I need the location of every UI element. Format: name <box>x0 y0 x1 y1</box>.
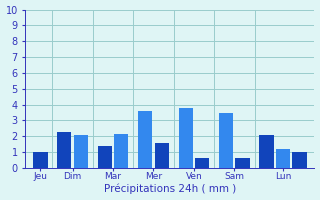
Bar <box>155 143 169 168</box>
Bar <box>219 113 233 168</box>
Bar <box>114 134 128 168</box>
Bar <box>33 152 48 168</box>
Bar <box>276 149 290 168</box>
Bar <box>57 132 71 168</box>
Bar <box>292 152 307 168</box>
Bar <box>138 111 152 168</box>
Bar <box>179 108 193 168</box>
Bar <box>236 158 250 168</box>
Bar <box>260 135 274 168</box>
Bar <box>74 135 88 168</box>
Bar <box>195 158 209 168</box>
X-axis label: Précipitations 24h ( mm ): Précipitations 24h ( mm ) <box>104 184 236 194</box>
Bar <box>98 146 112 168</box>
